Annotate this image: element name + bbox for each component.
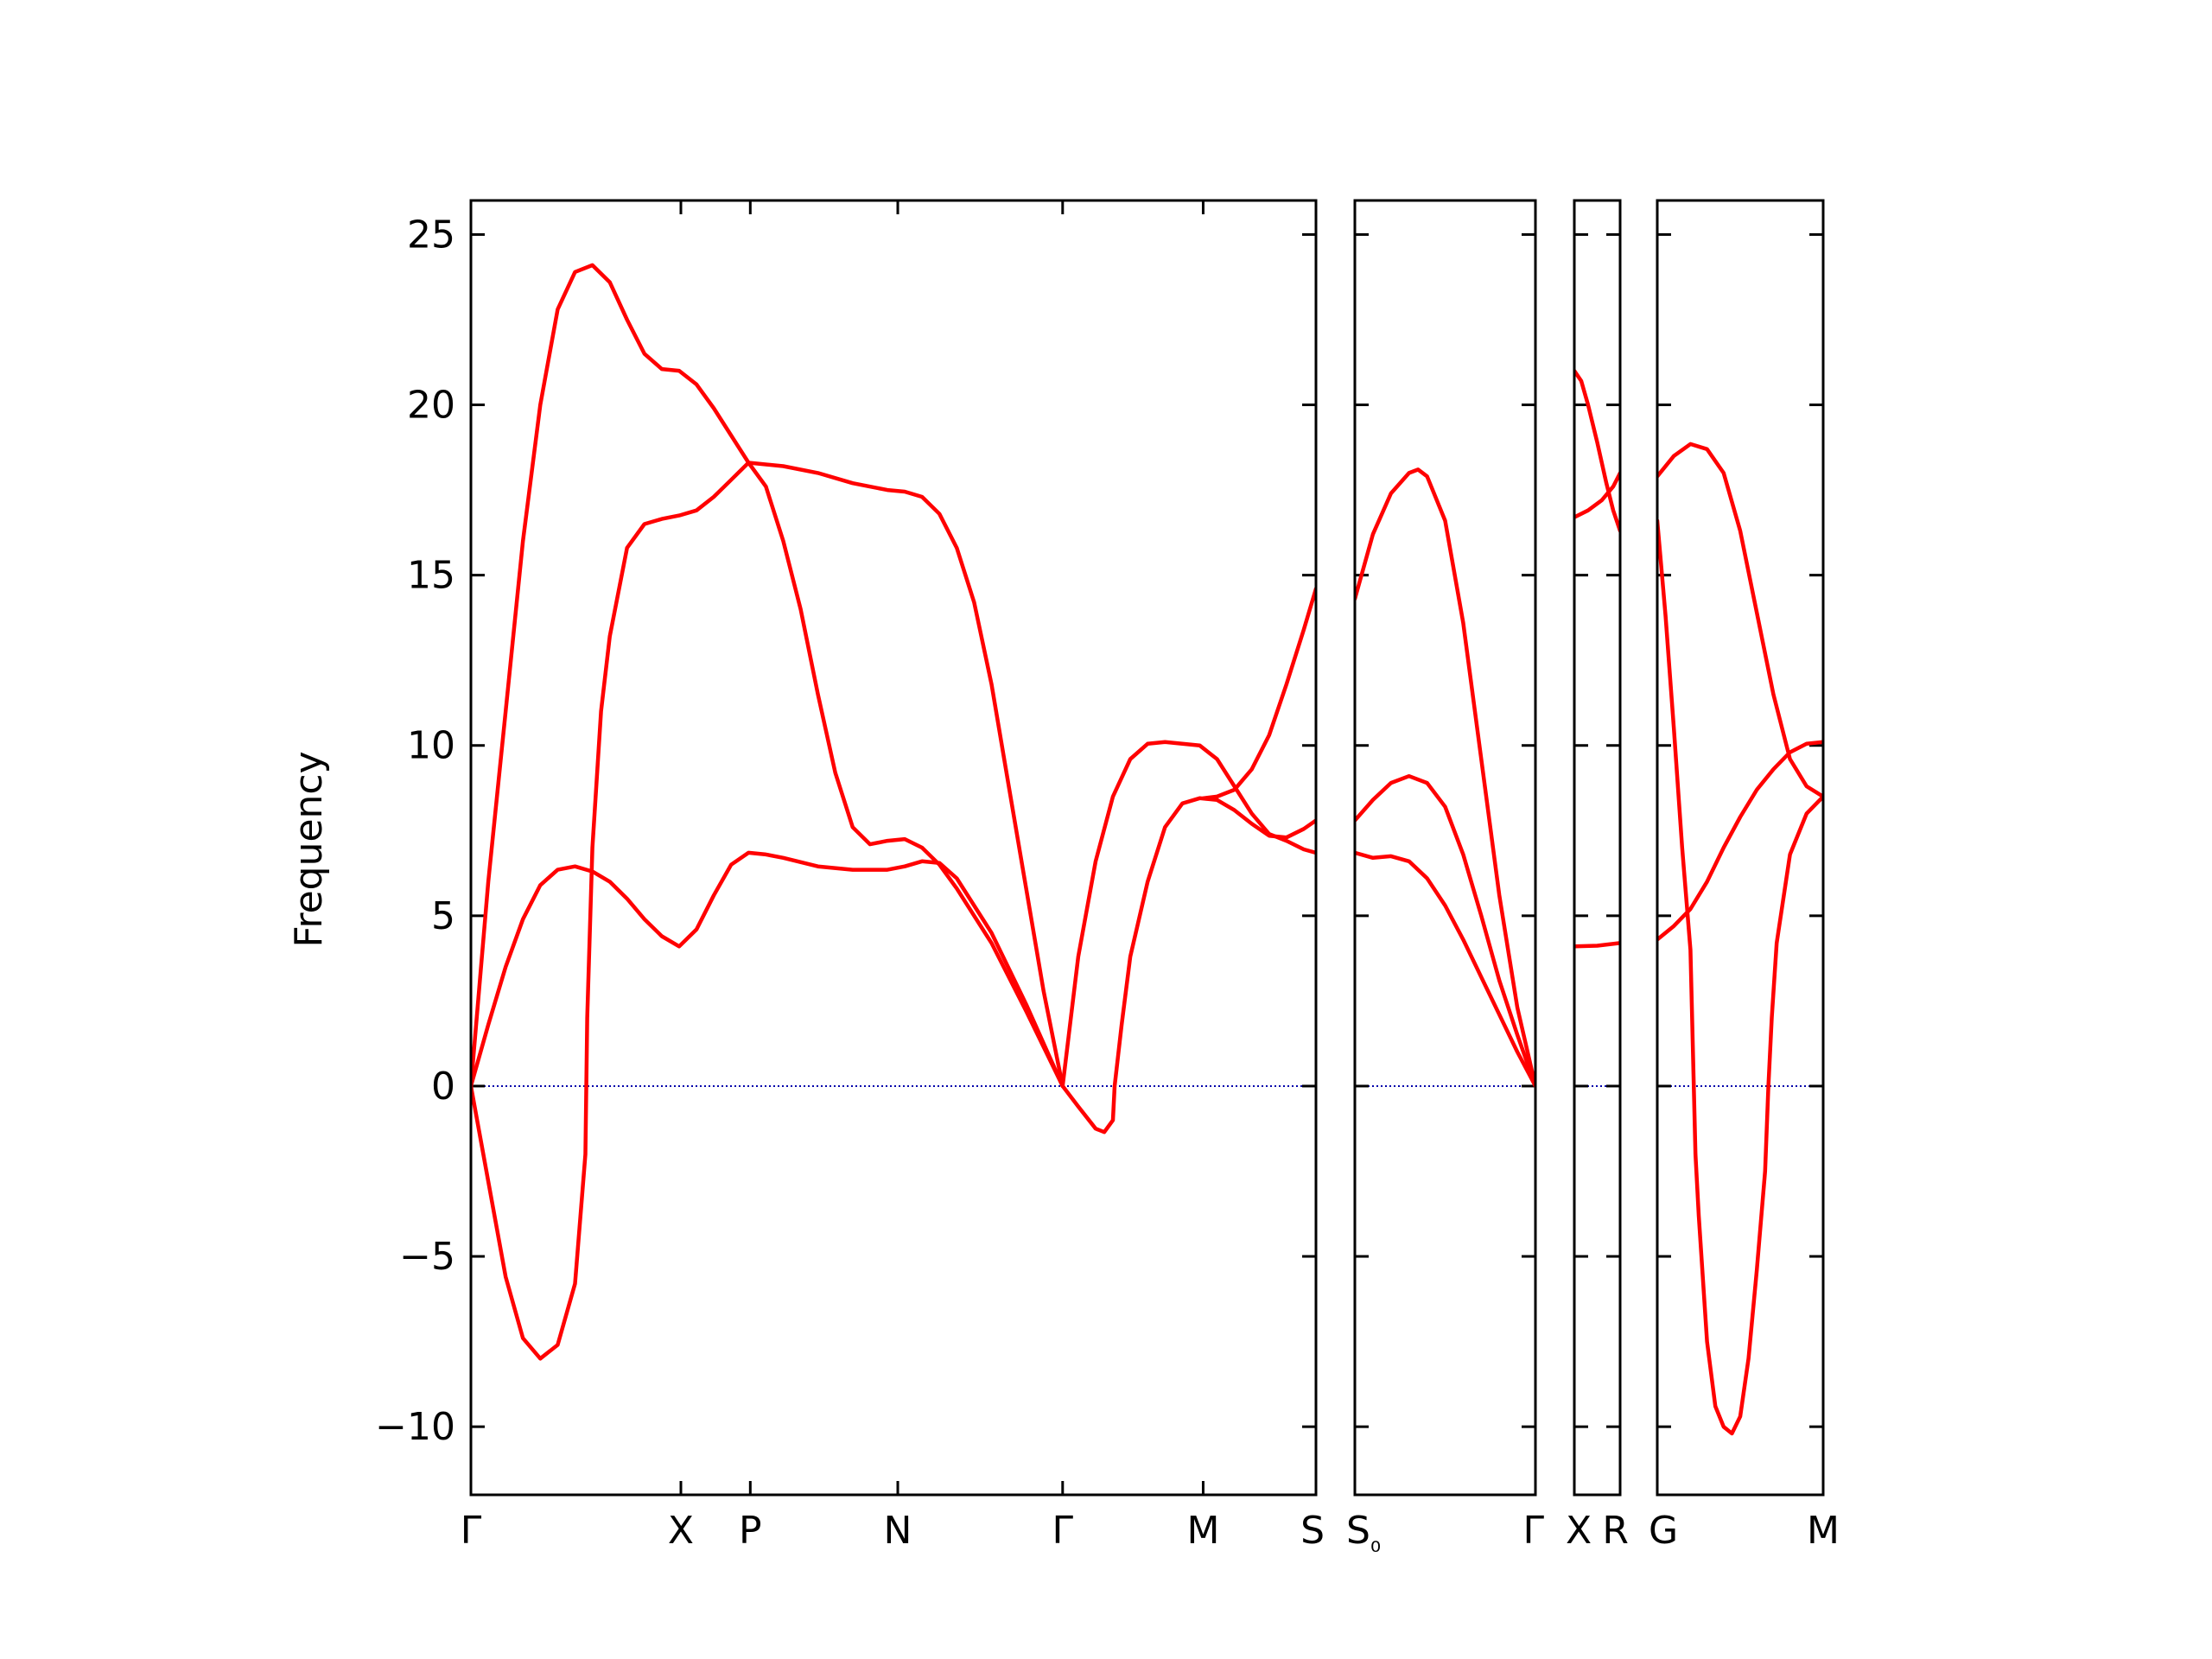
y-tick-label: 25 xyxy=(407,213,455,257)
band-line-3 xyxy=(471,263,1065,1089)
band-line-2 xyxy=(471,850,1065,1089)
y-tick-label: 5 xyxy=(431,894,455,938)
panel-2: S₀ Γ xyxy=(1346,199,1544,1559)
x-tick-label: S₀ xyxy=(1346,1509,1381,1559)
band-line-6 xyxy=(1201,587,1316,801)
band-line-3 xyxy=(1355,850,1535,1089)
band-line-1 xyxy=(1657,518,1823,1436)
panel-frame xyxy=(469,199,1318,1497)
y-tick-label: 20 xyxy=(407,384,455,428)
x-tick-label: X xyxy=(1566,1509,1592,1553)
x-tick-label: G xyxy=(1649,1509,1678,1553)
series-group xyxy=(1657,442,1823,1436)
x-tick-label: Γ xyxy=(1522,1509,1544,1553)
series-group xyxy=(1574,368,1620,949)
band-line-1 xyxy=(1355,467,1535,1089)
x-tick-label: S xyxy=(1300,1509,1325,1553)
band-line-2 xyxy=(1574,471,1620,519)
x-tick-label: Γ xyxy=(461,1509,482,1553)
band-line-1 xyxy=(471,461,1065,1361)
series-group xyxy=(1355,467,1535,1089)
x-tick-label: N xyxy=(884,1509,912,1553)
panel-frame xyxy=(1656,199,1825,1497)
band-line-1 xyxy=(1574,368,1620,533)
y-tick-label: 15 xyxy=(407,554,455,598)
x-tick-label: X xyxy=(668,1509,694,1553)
x-tick-label: R xyxy=(1602,1509,1629,1553)
series-group xyxy=(471,263,1316,1361)
band-line-3 xyxy=(1574,941,1620,949)
y-tick-label: 10 xyxy=(407,724,455,768)
y-tick-label: −5 xyxy=(399,1235,455,1279)
y-tick-label: 0 xyxy=(431,1065,455,1109)
band-line-5 xyxy=(1060,740,1316,1089)
x-tick-label: M xyxy=(1807,1509,1840,1553)
band-line-3 xyxy=(1657,740,1823,942)
y-tick-label: −10 xyxy=(375,1405,455,1449)
x-tick-label: Γ xyxy=(1052,1509,1074,1553)
panel-frame xyxy=(1573,199,1622,1497)
band-line-2 xyxy=(1657,442,1823,799)
panel-frame xyxy=(1353,199,1537,1497)
y-axis-label: Frequency xyxy=(287,751,331,947)
x-tick-label-sub: ₀ xyxy=(1370,1529,1381,1559)
x-tick-label: P xyxy=(739,1509,762,1553)
band-line-2 xyxy=(1355,773,1535,1089)
x-tick-label: M xyxy=(1186,1509,1219,1553)
